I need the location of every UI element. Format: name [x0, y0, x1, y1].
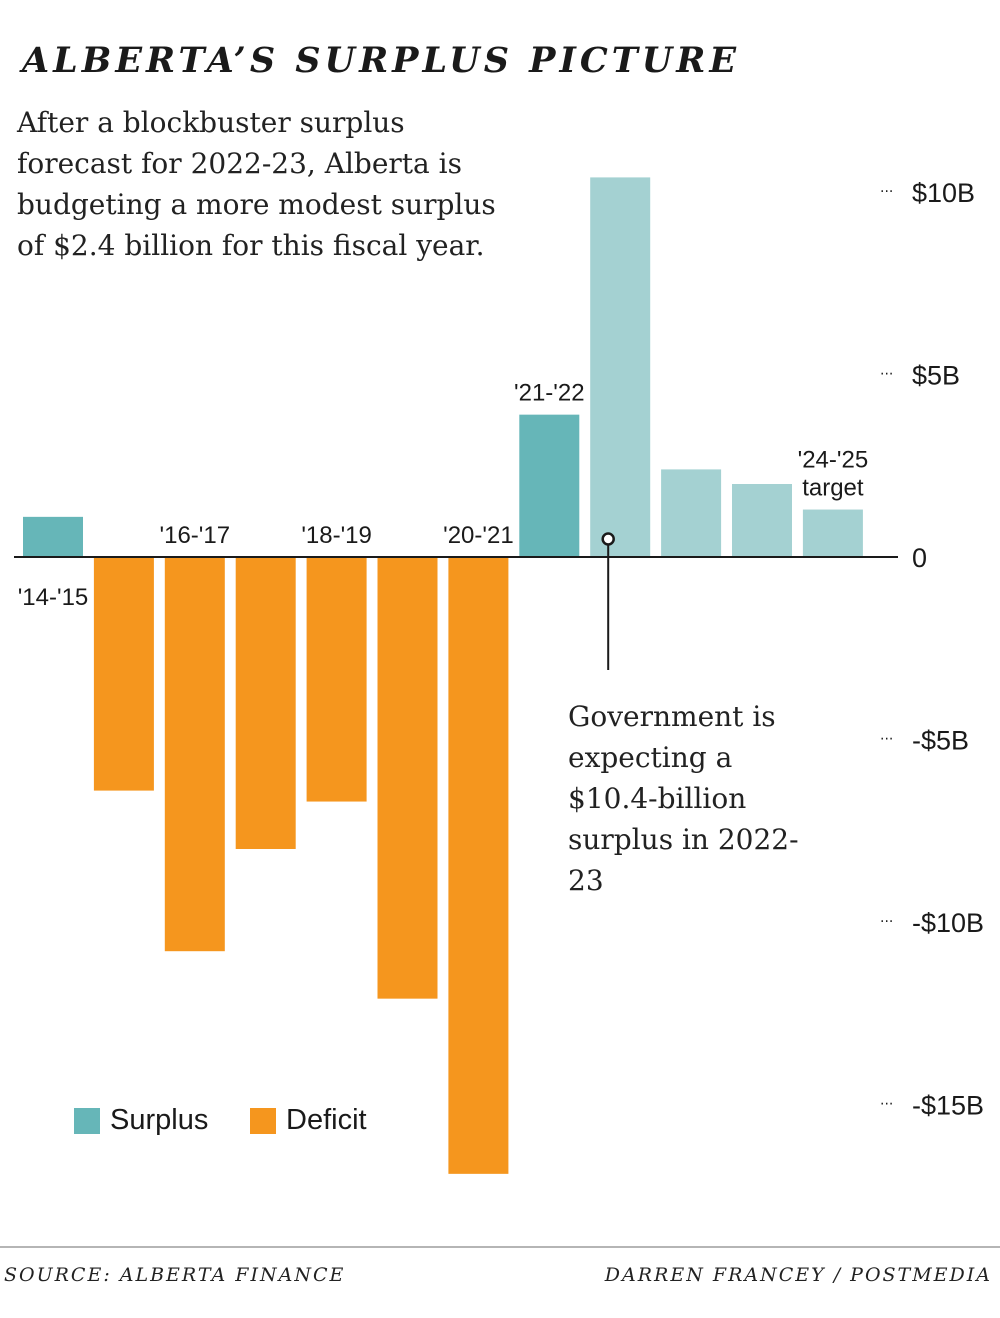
chart-title: ALBERTA’S SURPLUS PICTURE [22, 40, 741, 81]
annotation-text: Government is expecting a $10.4-billion … [568, 700, 799, 897]
category-label: '14-'15 [18, 584, 89, 611]
y-tick-label: -$15B [912, 1091, 984, 1121]
bar-surplus [23, 516, 83, 557]
y-tick-dots: ··· [880, 732, 893, 748]
chart-subtitle: After a blockbuster surplus forecast for… [17, 106, 496, 262]
bar-surplus [802, 509, 863, 557]
bar-surplus [732, 484, 792, 557]
y-axis-ticks: $10B ··· $5B ··· 0 -$5B ··· -$10B ··· -$15B ··· [880, 178, 984, 1121]
bar-deficit [93, 557, 154, 791]
category-label: '21-'22 [514, 380, 585, 407]
category-label: '18-'19 [301, 522, 372, 549]
bar-deficit [235, 557, 296, 849]
y-tick-label: -$10B [912, 908, 984, 938]
bar-surplus [661, 469, 722, 557]
bar-deficit [164, 557, 225, 952]
legend-label-surplus: Surplus [110, 1104, 209, 1136]
bar-deficit [306, 557, 367, 802]
bar-deficit [377, 557, 438, 999]
legend-swatch-surplus [74, 1107, 100, 1134]
category-label: '24-'25 target [798, 447, 869, 502]
y-tick-dots: ··· [880, 914, 893, 930]
author-credit: DARREN FRANCEY / POSTMEDIA [604, 1264, 992, 1286]
y-tick-label: -$5B [912, 726, 969, 756]
bar-surplus [519, 414, 580, 557]
annotation-marker [601, 532, 615, 670]
legend-item-surplus: Surplus [74, 1104, 208, 1137]
bar-chart: '14-'15 '16-'17 '18-'19 '20-'21 '21-'22 '24-'… [14, 177, 984, 1174]
annotation-dot [601, 532, 615, 546]
y-tick-dots: ··· [880, 1097, 893, 1113]
y-tick-label: $10B [912, 178, 975, 208]
legend-item-deficit: Deficit [250, 1104, 367, 1137]
y-tick-label: 0 [912, 543, 927, 573]
source-credit: SOURCE: ALBERTA FINANCE [4, 1264, 346, 1286]
footer-divider [0, 1246, 1000, 1248]
y-tick-label: $5B [912, 361, 960, 391]
category-labels-layer: '14-'15 '16-'17 '18-'19 '20-'21 '21-'22 '24-'… [18, 380, 868, 611]
bar-surplus [590, 177, 651, 557]
bars-layer [23, 177, 863, 1174]
y-tick-dots: ··· [880, 367, 893, 383]
legend-swatch-deficit [250, 1107, 276, 1134]
category-label: '20-'21 [443, 522, 514, 549]
legend-label-deficit: Deficit [286, 1104, 367, 1136]
bar-deficit [448, 557, 509, 1174]
y-tick-dots: ··· [880, 184, 893, 200]
category-label: '16-'17 [160, 522, 231, 549]
